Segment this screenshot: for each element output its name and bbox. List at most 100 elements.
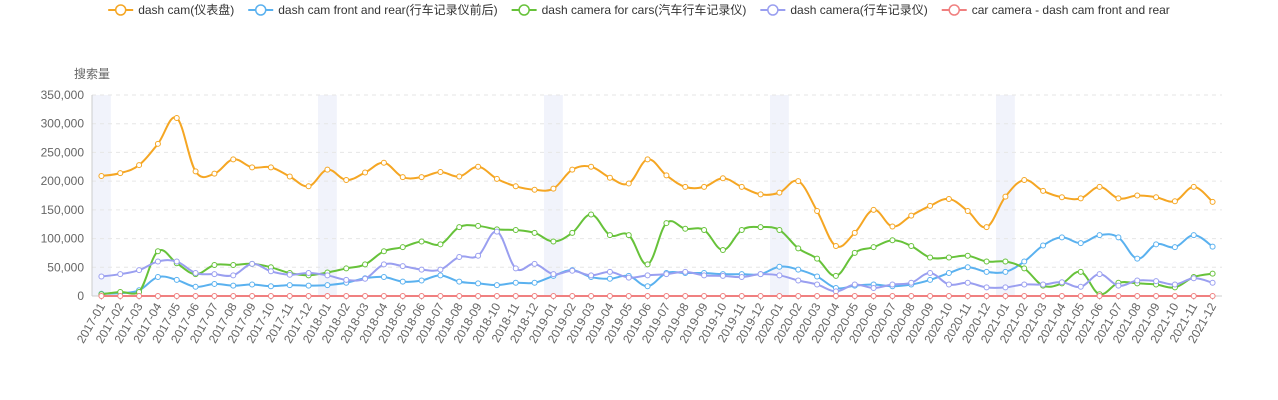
data-point[interactable] [625,293,632,299]
legend-item-2[interactable]: dash cam front and rear(行车记录仪前后) [248,2,498,17]
data-point[interactable] [814,255,821,262]
data-point[interactable] [1209,279,1216,286]
data-point[interactable] [908,293,915,299]
data-point[interactable] [343,276,350,283]
data-point[interactable] [399,293,406,299]
data-point[interactable] [154,293,161,299]
data-point[interactable] [343,176,350,183]
data-point[interactable] [983,224,990,231]
data-point[interactable] [1096,271,1103,278]
legend-item-1[interactable]: dash cam(仪表盘) [108,2,234,17]
data-point[interactable] [456,224,463,231]
data-point[interactable] [249,260,256,267]
data-point[interactable] [154,258,161,265]
data-point[interactable] [945,281,952,288]
data-point[interactable] [192,283,199,290]
data-point[interactable] [173,276,180,283]
data-point[interactable] [1021,258,1028,265]
data-point[interactable] [324,282,331,289]
data-point[interactable] [1153,293,1160,299]
data-point[interactable] [531,229,538,236]
data-point[interactable] [512,183,519,190]
data-point[interactable] [211,170,218,177]
data-point[interactable] [1115,282,1122,289]
data-point[interactable] [418,174,425,181]
data-point[interactable] [814,273,821,280]
data-point[interactable] [493,228,500,235]
data-point[interactable] [606,232,613,239]
data-point[interactable] [927,276,934,283]
data-point[interactable] [738,293,745,299]
data-point[interactable] [211,261,218,268]
data-point[interactable] [493,293,500,299]
data-point[interactable] [1134,255,1141,262]
data-point[interactable] [286,293,293,299]
data-point[interactable] [362,169,369,176]
data-point[interactable] [945,270,952,277]
data-point[interactable] [1021,176,1028,183]
data-point[interactable] [211,271,218,278]
data-point[interactable] [211,293,218,299]
data-point[interactable] [1115,234,1122,241]
data-point[interactable] [475,252,482,259]
data-point[interactable] [230,156,237,163]
data-point[interactable] [983,284,990,291]
data-point[interactable] [606,275,613,282]
data-point[interactable] [1209,243,1216,250]
data-point[interactable] [776,226,783,233]
data-point[interactable] [1190,232,1197,239]
data-point[interactable] [1209,293,1216,299]
data-point[interactable] [98,172,105,179]
data-point[interactable] [776,272,783,279]
data-point[interactable] [870,284,877,291]
data-point[interactable] [1134,277,1141,284]
data-point[interactable] [795,277,802,284]
data-point[interactable] [795,293,802,299]
data-point[interactable] [795,266,802,273]
data-point[interactable] [1077,293,1084,299]
data-point[interactable] [663,271,670,278]
data-point[interactable] [173,114,180,121]
data-point[interactable] [832,272,839,279]
data-point[interactable] [908,212,915,219]
data-point[interactable] [512,279,519,286]
data-point[interactable] [1002,293,1009,299]
data-point[interactable] [964,252,971,259]
data-point[interactable] [776,293,783,299]
data-point[interactable] [625,180,632,187]
data-point[interactable] [380,274,387,281]
data-point[interactable] [380,159,387,166]
data-point[interactable] [192,270,199,277]
data-point[interactable] [625,232,632,239]
data-point[interactable] [814,208,821,215]
data-point[interactable] [1115,293,1122,299]
data-point[interactable] [362,275,369,282]
data-point[interactable] [682,268,689,275]
data-point[interactable] [475,222,482,229]
data-point[interactable] [1190,275,1197,282]
data-point[interactable] [1171,244,1178,251]
data-point[interactable] [362,261,369,268]
data-point[interactable] [663,293,670,299]
data-point[interactable] [117,271,124,278]
data-point[interactable] [399,174,406,181]
data-point[interactable] [644,293,651,299]
data-point[interactable] [588,293,595,299]
data-point[interactable] [1021,293,1028,299]
data-point[interactable] [1058,234,1065,241]
data-point[interactable] [98,293,105,299]
data-point[interactable] [1209,270,1216,277]
data-point[interactable] [437,293,444,299]
data-point[interactable] [644,283,651,290]
data-point[interactable] [550,293,557,299]
data-point[interactable] [362,293,369,299]
data-point[interactable] [757,191,764,198]
data-point[interactable] [1171,198,1178,205]
data-point[interactable] [493,282,500,289]
data-point[interactable] [889,237,896,244]
data-point[interactable] [776,189,783,196]
data-point[interactable] [1002,284,1009,291]
data-point[interactable] [136,267,143,274]
data-point[interactable] [1040,293,1047,299]
data-point[interactable] [418,293,425,299]
